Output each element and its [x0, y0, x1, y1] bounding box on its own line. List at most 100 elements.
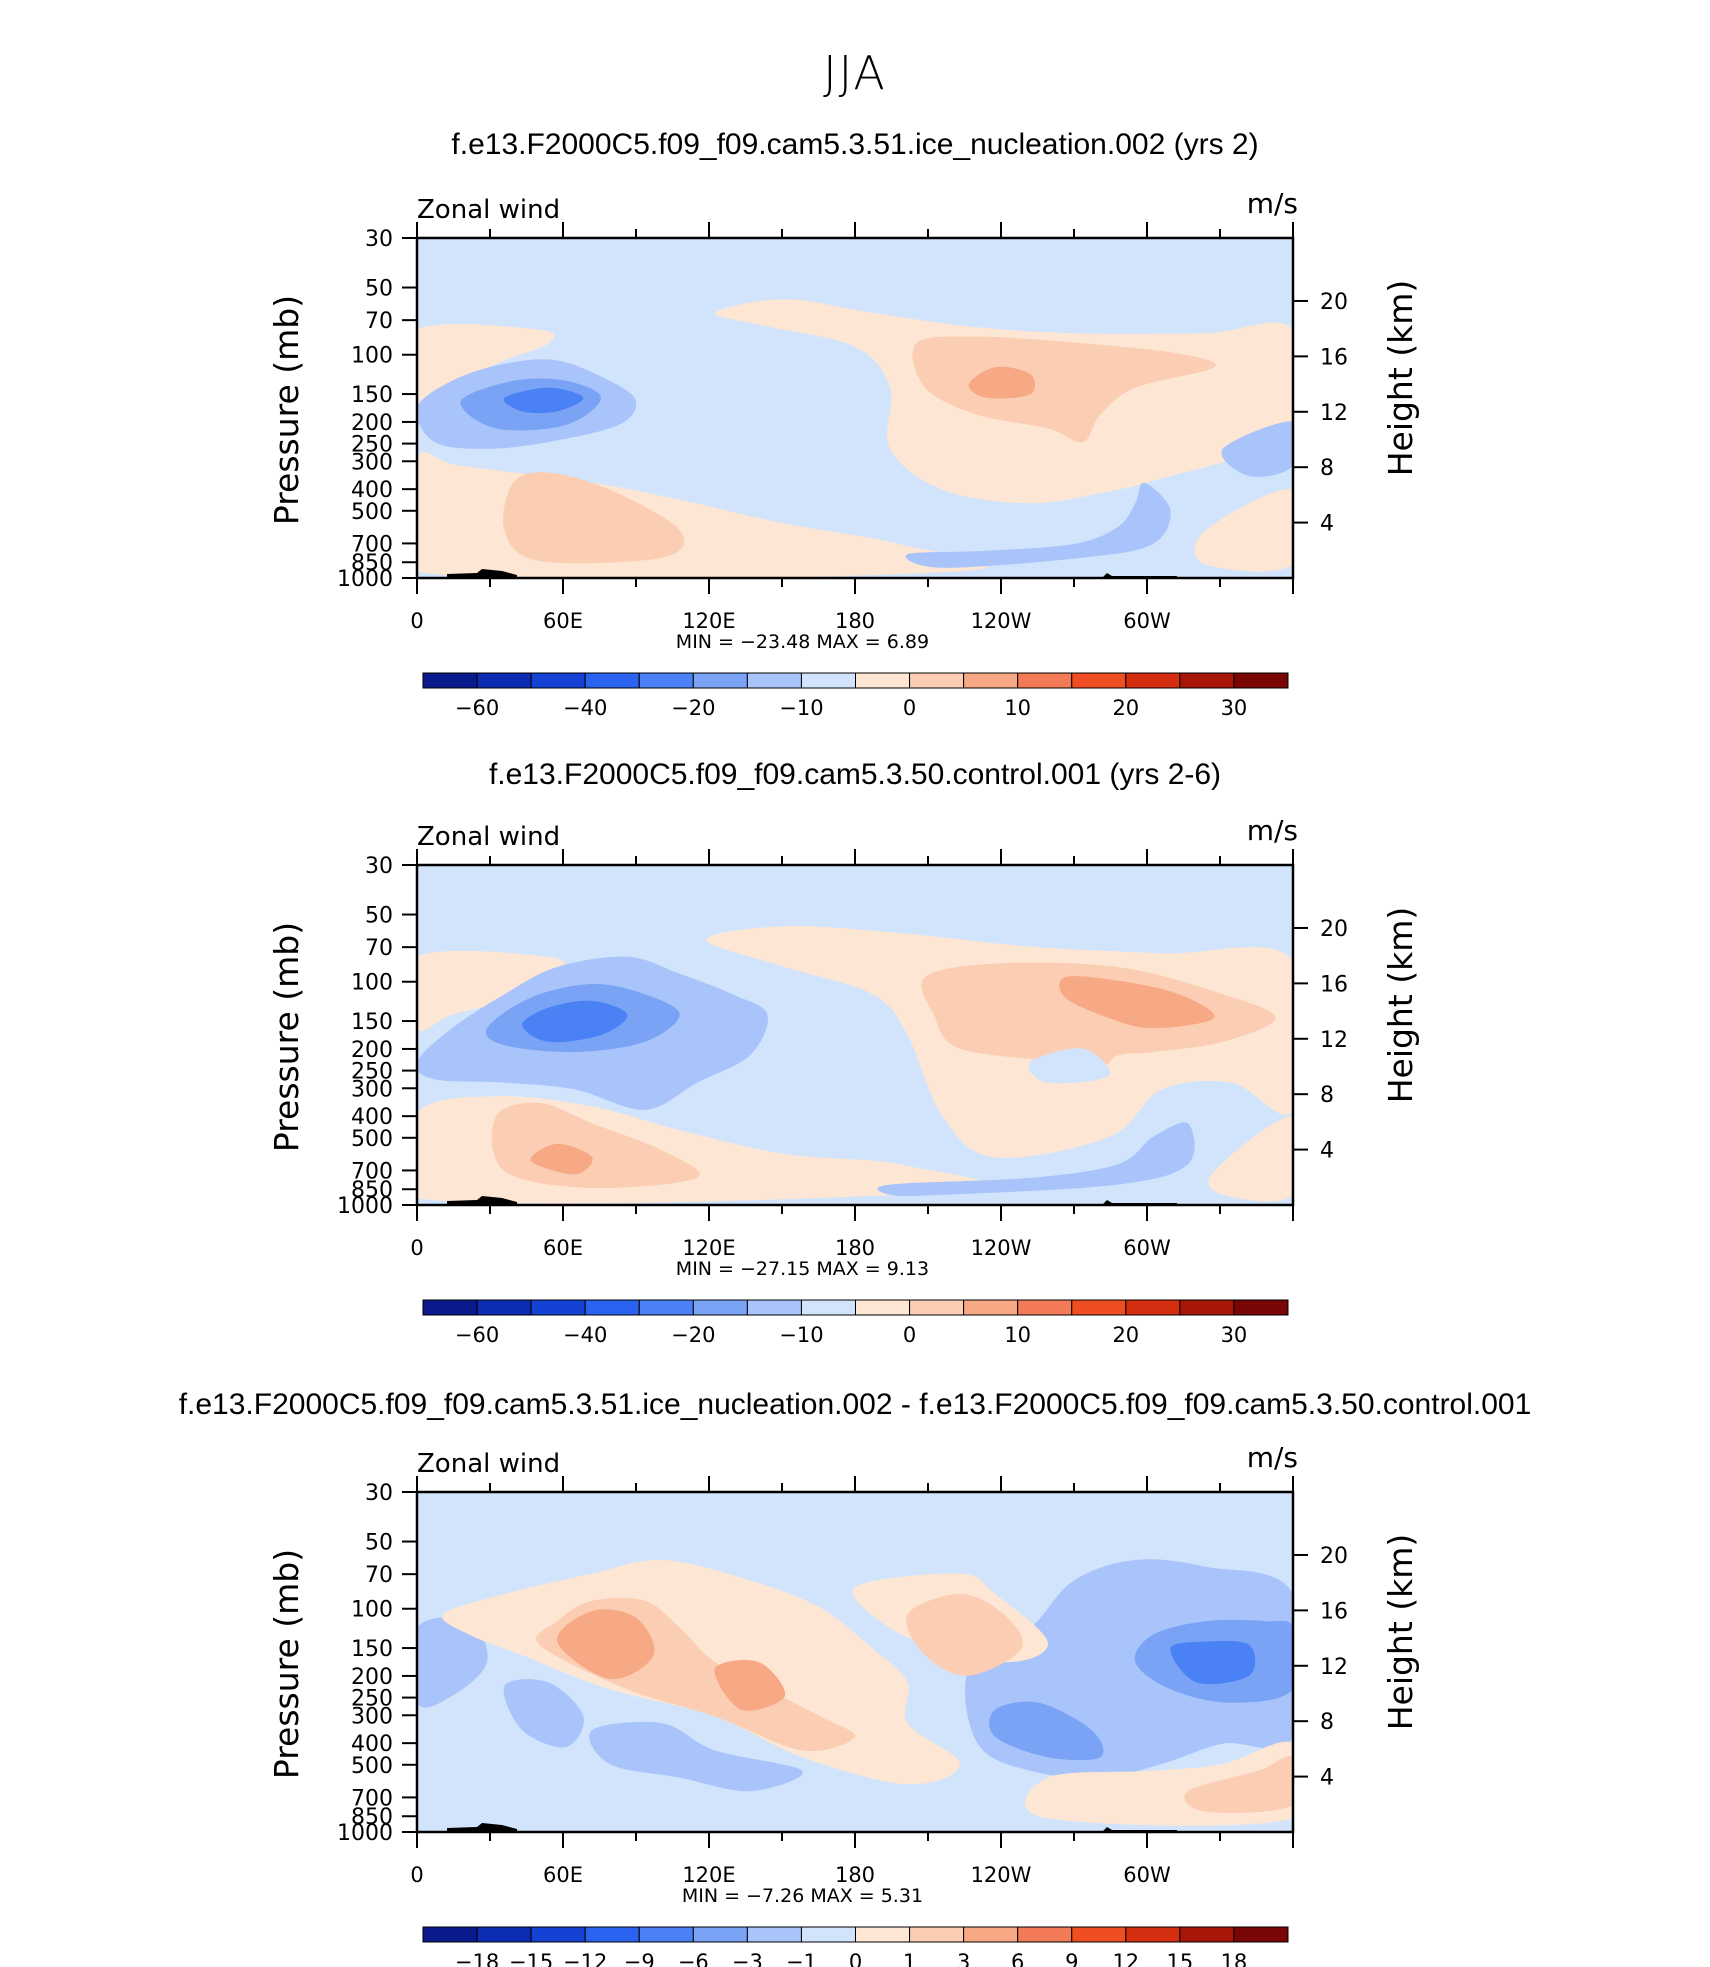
- x-tick-label: 0: [410, 1236, 423, 1260]
- x-tick-label: 180: [835, 1863, 875, 1887]
- colorbar-label: 0: [903, 696, 916, 720]
- min-max-label: MIN = −23.48 MAX = 6.89: [676, 631, 929, 653]
- x-tick-label: 60W: [1123, 609, 1171, 633]
- y-tick-label: 300: [351, 1077, 393, 1102]
- y-tick-label: 200: [351, 1665, 393, 1690]
- y-tick-label: 250: [351, 1687, 393, 1712]
- y2-tick-label: 16: [1320, 1599, 1348, 1624]
- y2-tick-label: 4: [1320, 1766, 1334, 1791]
- topography-asia: [447, 569, 517, 578]
- y-axis-title: Pressure (mb): [267, 922, 306, 1152]
- colorbar-segment: [909, 672, 965, 689]
- contour-region: [921, 962, 1276, 1070]
- y-tick-label: 250: [351, 1060, 393, 1085]
- y-tick-label: 500: [351, 1127, 393, 1152]
- contour-layer: [417, 299, 1293, 578]
- contour-region: [503, 472, 685, 564]
- colorbar-segment: [746, 1299, 802, 1316]
- min-max-label: MIN = −7.26 MAX = 5.31: [682, 1885, 923, 1907]
- y-tick-label: 70: [365, 309, 393, 334]
- y-tick-label: 400: [351, 1105, 393, 1130]
- colorbar-label: 6: [1011, 1950, 1024, 1967]
- contour-region: [1028, 1048, 1111, 1084]
- colorbar-label: −40: [563, 1323, 607, 1347]
- colorbar-label: −6: [678, 1950, 709, 1967]
- contour-region: [503, 387, 584, 414]
- y-tick-label: 50: [365, 1531, 393, 1556]
- y-axis-title: Pressure (mb): [267, 295, 306, 525]
- x-tick-label: 120E: [682, 609, 735, 633]
- colorbar-label: −60: [455, 696, 499, 720]
- colorbar-segment: [1071, 1299, 1127, 1316]
- contour-region: [1184, 1755, 1293, 1813]
- contour-region: [906, 1594, 1023, 1676]
- x-tick-label: 120W: [971, 609, 1032, 633]
- colorbar-segment: [1125, 1926, 1181, 1943]
- colorbar-segment: [1179, 1299, 1235, 1316]
- y2-tick-label: 16: [1320, 972, 1348, 997]
- colorbar-segment: [800, 1299, 856, 1316]
- colorbar-label: 30: [1221, 1323, 1248, 1347]
- colorbar-segment: [638, 1926, 694, 1943]
- units-label: m/s: [1247, 187, 1298, 220]
- panel-1-colorbar: −60 −40 −20 −10 0 10 20 30: [422, 672, 1289, 720]
- colorbar-segment: [1179, 672, 1235, 689]
- colorbar-segment: [476, 1299, 532, 1316]
- colorbar-segment: [692, 1299, 748, 1316]
- contour-region: [417, 950, 565, 1031]
- colorbar-label: −20: [671, 696, 715, 720]
- panel-2-title: f.e13.F2000C5.f09_f09.cam5.3.50.control.…: [488, 758, 1222, 791]
- contour-region: [556, 1609, 655, 1680]
- y-tick-label: 1000: [337, 1194, 393, 1219]
- colorbar-segment: [963, 672, 1019, 689]
- x-tick-label: 60W: [1123, 1863, 1171, 1887]
- y-tick-label: 100: [351, 344, 393, 369]
- y-tick-label: 200: [351, 1038, 393, 1063]
- y-tick-label: 300: [351, 1704, 393, 1729]
- y-tick-label: 850: [351, 1805, 393, 1830]
- y-tick-label: 30: [365, 1481, 393, 1506]
- y-tick-label: 150: [351, 1010, 393, 1035]
- colorbar-label: −10: [779, 1323, 823, 1347]
- colorbar-segment: [584, 672, 640, 689]
- colorbar-segment: [584, 1299, 640, 1316]
- y2-tick-label: 20: [1320, 290, 1348, 315]
- y-tick-label: 200: [351, 411, 393, 436]
- colorbar-label: 15: [1167, 1950, 1194, 1967]
- contour-region: [522, 1000, 628, 1043]
- y-tick-label: 700: [351, 532, 393, 557]
- colorbar-label: −3: [732, 1950, 763, 1967]
- colorbar-label: 3: [957, 1950, 970, 1967]
- colorbar-segment: [692, 1926, 748, 1943]
- colorbar-segment: [1071, 672, 1127, 689]
- colorbar-segment: [638, 672, 694, 689]
- y-tick-label: 300: [351, 450, 393, 475]
- y2-tick-label: 8: [1320, 456, 1334, 481]
- colorbar-segment: [800, 1926, 856, 1943]
- colorbar-segment: [1125, 672, 1181, 689]
- colorbar-label: 10: [1004, 696, 1031, 720]
- x-tick-label: 120W: [971, 1863, 1032, 1887]
- y-tick-label: 400: [351, 1732, 393, 1757]
- colorbar-segment: [1233, 1926, 1289, 1943]
- y2-tick-label: 16: [1320, 345, 1348, 370]
- y2-tick-label: 20: [1320, 1544, 1348, 1569]
- colorbar-label: 18: [1221, 1950, 1248, 1967]
- field-label: Zonal wind: [417, 822, 560, 852]
- colorbar-segment: [476, 672, 532, 689]
- colorbar-label: −18: [455, 1950, 499, 1967]
- x-tick-label: 120W: [971, 1236, 1032, 1260]
- colorbar-segment: [476, 1926, 532, 1943]
- colorbar-segment: [746, 1926, 802, 1943]
- colorbar-segment: [530, 1299, 586, 1316]
- contour-layer: [417, 1559, 1293, 1832]
- colorbar-segment: [530, 1926, 586, 1943]
- y2-axis-title: Height (km): [1381, 1534, 1420, 1731]
- colorbar-label: 0: [903, 1323, 916, 1347]
- y-tick-label: 1000: [337, 567, 393, 592]
- y2-tick-label: 12: [1320, 1028, 1348, 1053]
- contour-region: [589, 1721, 804, 1792]
